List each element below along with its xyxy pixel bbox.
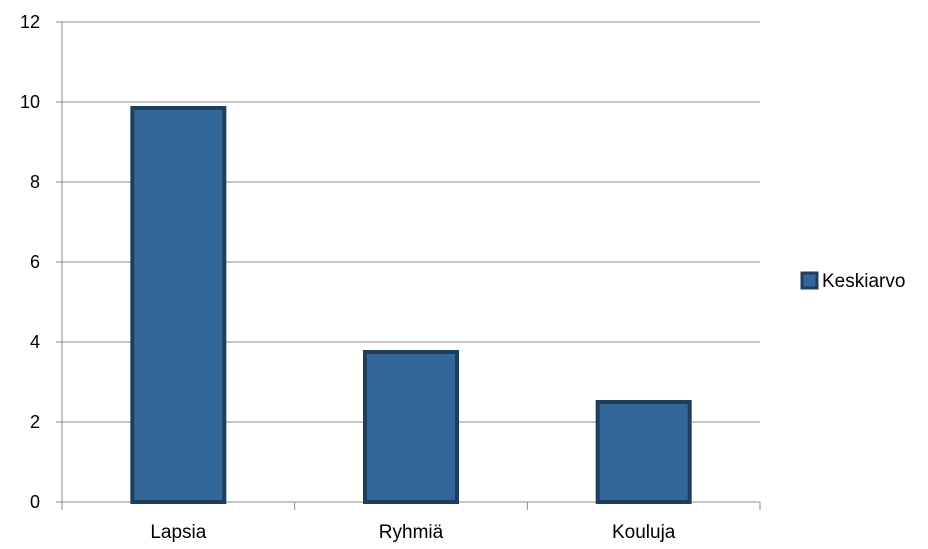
y-tick-label: 8 [30, 172, 40, 192]
legend-swatch [800, 271, 819, 290]
x-tick-label: Lapsia [150, 522, 206, 543]
x-tick-label: Kouluja [612, 522, 676, 543]
bars [130, 106, 692, 504]
legend: Keskiarvo [800, 271, 905, 292]
y-tick-label: 4 [30, 332, 40, 352]
y-tick-label: 2 [30, 412, 40, 432]
bar-Lapsia [130, 106, 227, 504]
legend-label: Keskiarvo [822, 271, 905, 292]
y-tick-label: 0 [30, 492, 40, 512]
y-tick-label: 10 [20, 92, 40, 112]
y-tick-label: 6 [30, 252, 40, 272]
x-tick-labels: Lapsia Ryhmiä Kouluja [150, 522, 675, 543]
bar-Ryhmiä [363, 350, 459, 504]
bar-Kouluja [595, 400, 692, 504]
x-tick-label: Ryhmiä [379, 522, 444, 543]
y-tick-labels: 0 2 4 6 8 10 12 [20, 12, 40, 512]
y-tick-label: 12 [20, 12, 40, 32]
